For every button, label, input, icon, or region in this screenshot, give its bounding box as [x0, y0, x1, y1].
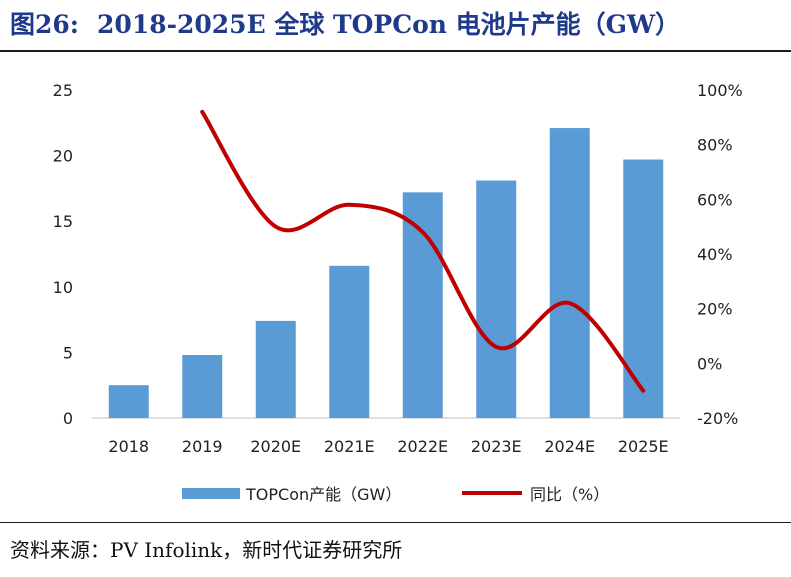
bar: [108, 385, 149, 418]
bar: [623, 159, 664, 418]
x-tick-label: 2020E: [250, 437, 301, 456]
x-tick-label: 2024E: [544, 437, 595, 456]
chart: 0 5 10 15 20 25 -20% 0% 20% 40% 60% 80% 100% 2018 2019…: [53, 81, 743, 504]
x-tick-label: 2025E: [618, 437, 669, 456]
x-tick-label: 2023E: [471, 437, 522, 456]
bar: [476, 180, 517, 418]
title-divider: [0, 50, 791, 52]
x-tick-label: 2018: [108, 437, 149, 456]
y-right-tick-label: 20%: [697, 300, 733, 319]
y-right-tick-label: 40%: [697, 245, 733, 264]
figure-label: 图26:: [10, 10, 80, 39]
bar: [182, 355, 223, 418]
y-left-tick-label: 15: [53, 212, 73, 231]
chart-title: 图26: 2018-2025E 全球 TOPCon 电池片产能（GW）: [10, 8, 680, 42]
y-left-tick-label: 5: [63, 343, 73, 362]
bar: [329, 265, 370, 418]
y-left-tick-label: 20: [53, 147, 73, 166]
y-right-tick-label: 80%: [697, 136, 733, 155]
bar: [402, 192, 443, 418]
source-divider: [0, 522, 791, 523]
bar: [255, 320, 296, 418]
legend-line-label: 同比（%）: [530, 485, 609, 504]
y-right-tick-label: 100%: [697, 81, 743, 100]
yoy-line: [200, 109, 646, 393]
title-text: 2018-2025E 全球 TOPCon 电池片产能（GW）: [97, 10, 681, 39]
y-right-tick-label: 60%: [697, 190, 733, 209]
legend-bar-swatch: [182, 488, 240, 499]
legend-bar-label: TOPCon产能（GW）: [245, 485, 401, 504]
y-left-tick-label: 10: [53, 278, 73, 297]
y-right-tick-label: 0%: [697, 354, 722, 373]
y-right-tick-label: -20%: [697, 409, 738, 428]
bar: [549, 128, 590, 418]
source-note: 资料来源：PV Infolink，新时代证券研究所: [10, 538, 403, 562]
x-tick-label: 2022E: [397, 437, 448, 456]
x-tick-label: 2019: [182, 437, 223, 456]
y-left-tick-label: 0: [63, 409, 73, 428]
y-left-tick-label: 25: [53, 81, 73, 100]
x-tick-label: 2021E: [324, 437, 375, 456]
